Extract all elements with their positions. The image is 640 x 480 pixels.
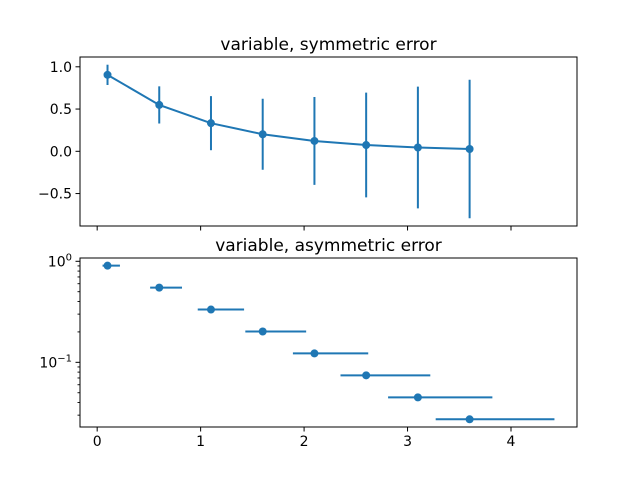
plot-title: variable, symmetric error — [220, 35, 436, 55]
subplot-2: 0 1 2 3 4 100 10−1 variable, asymmetric error — [39, 236, 578, 450]
x-tick-label: 3 — [403, 434, 412, 450]
y-tick-label: 100 — [48, 252, 72, 270]
x-tick-label: 4 — [507, 434, 516, 450]
errorbar-series — [102, 261, 555, 424]
data-point-marker — [258, 130, 267, 139]
data-point-marker — [103, 261, 112, 270]
data-point-marker — [206, 305, 215, 314]
plot-title: variable, asymmetric error — [215, 236, 442, 256]
data-line — [107, 73, 470, 150]
y-tick-label: 0.0 — [50, 144, 72, 160]
y-tick-label: 1.0 — [50, 60, 72, 76]
data-point-marker — [413, 393, 422, 402]
data-point-marker — [362, 371, 371, 380]
data-point-marker — [362, 141, 371, 150]
y-tick-label: 0.5 — [50, 102, 72, 118]
y-tick-label: −0.5 — [38, 187, 72, 203]
x-tick-label: 1 — [196, 434, 205, 450]
axes-spines — [79, 56, 578, 227]
subplot-1: 1.0 0.5 0.0 −0.5 variable, symmetric error — [38, 35, 578, 231]
data-point-marker — [206, 119, 215, 128]
data-point-marker — [465, 144, 474, 153]
data-point-marker — [103, 70, 112, 79]
axes-spines — [79, 257, 578, 428]
y-tick-label: 10−1 — [39, 353, 72, 371]
data-point-marker — [258, 327, 267, 336]
data-point-marker — [413, 143, 422, 152]
errorbar-series — [103, 64, 474, 219]
data-point-marker — [465, 415, 474, 424]
data-point-marker — [155, 283, 164, 292]
data-point-marker — [310, 349, 319, 358]
data-point-marker — [310, 136, 319, 145]
x-tick-label: 2 — [300, 434, 309, 450]
data-point-marker — [155, 100, 164, 109]
x-tick-label: 0 — [93, 434, 102, 450]
